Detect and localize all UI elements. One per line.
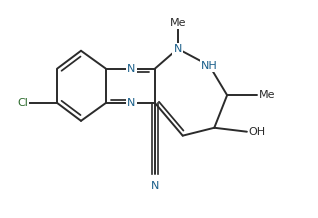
Text: OH: OH [249,127,266,137]
Text: Me: Me [169,18,186,28]
Text: NH: NH [201,61,218,71]
Text: N: N [127,98,135,108]
Text: Me: Me [259,90,275,100]
Text: N: N [174,44,182,54]
Text: N: N [151,181,159,191]
Text: N: N [127,63,135,73]
Text: Cl: Cl [17,98,28,108]
